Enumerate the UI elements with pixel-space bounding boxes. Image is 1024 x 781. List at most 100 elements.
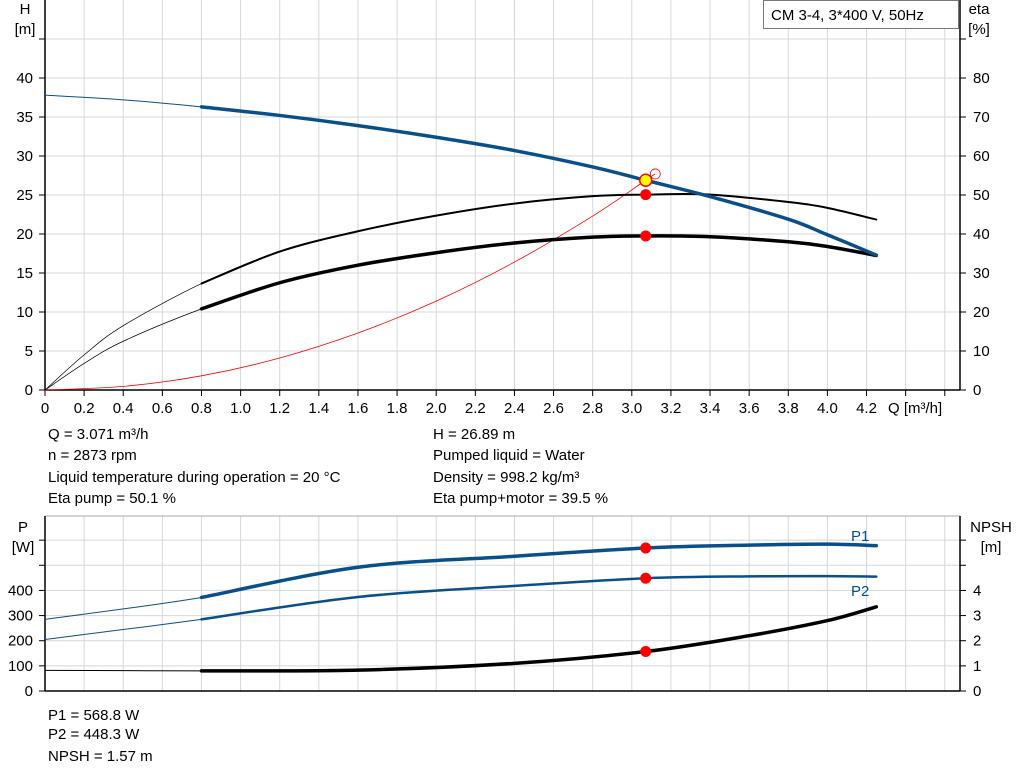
op-point-eta-pump-motor <box>640 230 652 242</box>
info-top-left: Q = 3.071 m³/h n = 2873 rpm Liquid tempe… <box>48 426 341 507</box>
eta-pump-motor-curve-range <box>199 234 879 311</box>
y-left-tick-label: 15 <box>16 265 33 282</box>
x-tick-label: 0.6 <box>152 400 173 417</box>
y-right-unit-top: [%] <box>968 21 990 38</box>
op-point-head <box>638 173 653 188</box>
info-p1: P1 = 568.8 W <box>48 707 140 724</box>
p1-curve-range <box>199 542 879 600</box>
title-box <box>763 0 959 29</box>
y-right-tick-label: 70 <box>973 109 990 126</box>
info-eta-pump-motor: Eta pump+motor = 39.5 % <box>433 490 608 507</box>
x-tick-label: 0 <box>41 400 49 417</box>
y-left-tick-label: 400 <box>8 582 33 599</box>
x-tick-label: 3.6 <box>739 400 760 417</box>
y-right-tick-label: 2 <box>973 633 981 650</box>
x-tick-label: 1.6 <box>348 400 369 417</box>
y-right-tick-label: 30 <box>973 265 990 282</box>
x-tick-label: 3.0 <box>621 400 642 417</box>
y-right-tick-label: 0 <box>973 382 981 399</box>
y-left-tick-label: 0 <box>25 382 33 399</box>
series-label-p2: P2 <box>851 583 869 600</box>
x-tick-label: 2.8 <box>582 400 603 417</box>
y-right-tick-label: 40 <box>973 226 990 243</box>
series-label-p1: P1 <box>851 528 869 545</box>
x-tick-label: 0.8 <box>191 400 212 417</box>
y-right-tick-label: 50 <box>973 187 990 204</box>
x-tick-label: 1.0 <box>230 400 251 417</box>
x-tick-label: 1.8 <box>387 400 408 417</box>
info-liquid-temp: Liquid temperature during operation = 20… <box>48 469 341 486</box>
eta-pump-curve <box>44 193 877 391</box>
y-left-tick-label: 30 <box>16 148 33 165</box>
info-bottom: P1 = 568.8 W P2 = 448.3 W NPSH = 1.57 m <box>48 707 153 765</box>
npsh-curve <box>44 606 877 672</box>
x-tick-label: 1.2 <box>269 400 290 417</box>
p2-curve-range <box>200 574 878 621</box>
y-left-tick-label: 200 <box>8 633 33 650</box>
y-right-tick-label: 10 <box>973 343 990 360</box>
y-right-tick-label: 3 <box>973 608 981 625</box>
y-right-tick-label: 60 <box>973 148 990 165</box>
y-left-label-bottom: P <box>18 519 28 536</box>
system-curve-end-marker <box>649 168 661 180</box>
axes <box>39 0 966 692</box>
x-tick-label: 0.2 <box>74 400 95 417</box>
info-pumped-liquid: Pumped liquid = Water <box>433 447 585 464</box>
eta-pump-motor-curve <box>44 235 877 391</box>
y-right-label-top: eta <box>969 1 991 18</box>
y-left-tick-label: 300 <box>8 608 33 625</box>
info-top-right: H = 26.89 m Pumped liquid = Water Densit… <box>433 426 608 507</box>
p1-curve <box>44 543 877 620</box>
y-left-unit-bottom: [W] <box>12 539 35 556</box>
op-point-npsh <box>640 646 652 658</box>
y-left-tick-label: 20 <box>16 226 33 243</box>
curves <box>44 94 879 673</box>
eta-pump-curve-range <box>200 193 878 285</box>
info-npsh: NPSH = 1.57 m <box>48 748 153 765</box>
x-tick-label: 0.4 <box>113 400 134 417</box>
x-tick-label: 1.4 <box>308 400 329 417</box>
op-point-p2 <box>640 572 652 584</box>
info-density: Density = 998.2 kg/m³ <box>433 469 579 486</box>
y-right-label-bottom: NPSH <box>970 519 1012 536</box>
y-left-tick-label: 35 <box>16 109 33 126</box>
info-speed: n = 2873 rpm <box>48 447 137 464</box>
y-left-unit-top: [m] <box>15 21 36 38</box>
y-left-label-top: H <box>20 1 31 18</box>
head-curve <box>44 94 877 256</box>
y-left-tick-label: 100 <box>8 658 33 675</box>
x-tick-label: 2.2 <box>465 400 486 417</box>
title-box-text: CM 3-4, 3*400 V, 50Hz <box>771 7 924 24</box>
grid-top <box>44 0 960 390</box>
x-tick-label: 3.2 <box>660 400 681 417</box>
y-right-tick-label: 4 <box>973 582 981 599</box>
y-left-tick-label: 0 <box>25 683 33 700</box>
y-right-tick-label: 1 <box>973 658 981 675</box>
tick-labels: 0 0.2 0.4 0.6 0.8 1.0 1.2 1.4 1.6 1.8 2.0 2.2 2.4 2.6… <box>8 70 990 700</box>
system-curve <box>44 173 656 391</box>
y-left-tick-label: 10 <box>16 304 33 321</box>
y-left-tick-label: 5 <box>25 343 33 360</box>
y-left-tick-label: 25 <box>16 187 33 204</box>
y-right-tick-label: 80 <box>973 70 990 87</box>
info-eta-pump: Eta pump = 50.1 % <box>48 490 176 507</box>
info-p2: P2 = 448.3 W <box>48 726 140 743</box>
x-tick-label: 4.2 <box>856 400 877 417</box>
npsh-curve-range <box>199 605 879 673</box>
x-tick-label: 2.0 <box>426 400 447 417</box>
x-tick-label: 4.0 <box>817 400 838 417</box>
y-right-tick-label: 0 <box>973 683 981 700</box>
x-tick-label: 3.8 <box>778 400 799 417</box>
x-tick-label: 3.4 <box>700 400 721 417</box>
y-left-tick-label: 40 <box>16 70 33 87</box>
x-tick-label: 2.4 <box>504 400 525 417</box>
x-tick-label: 2.6 <box>543 400 564 417</box>
y-right-tick-label: 20 <box>973 304 990 321</box>
info-head: H = 26.89 m <box>433 426 515 443</box>
op-point-eta-pump <box>640 189 652 201</box>
head-curve-range <box>199 105 879 257</box>
y-right-unit-bottom: [m] <box>981 539 1002 556</box>
x-axis-label: Q [m³/h] <box>888 400 942 417</box>
p2-curve <box>44 575 877 640</box>
